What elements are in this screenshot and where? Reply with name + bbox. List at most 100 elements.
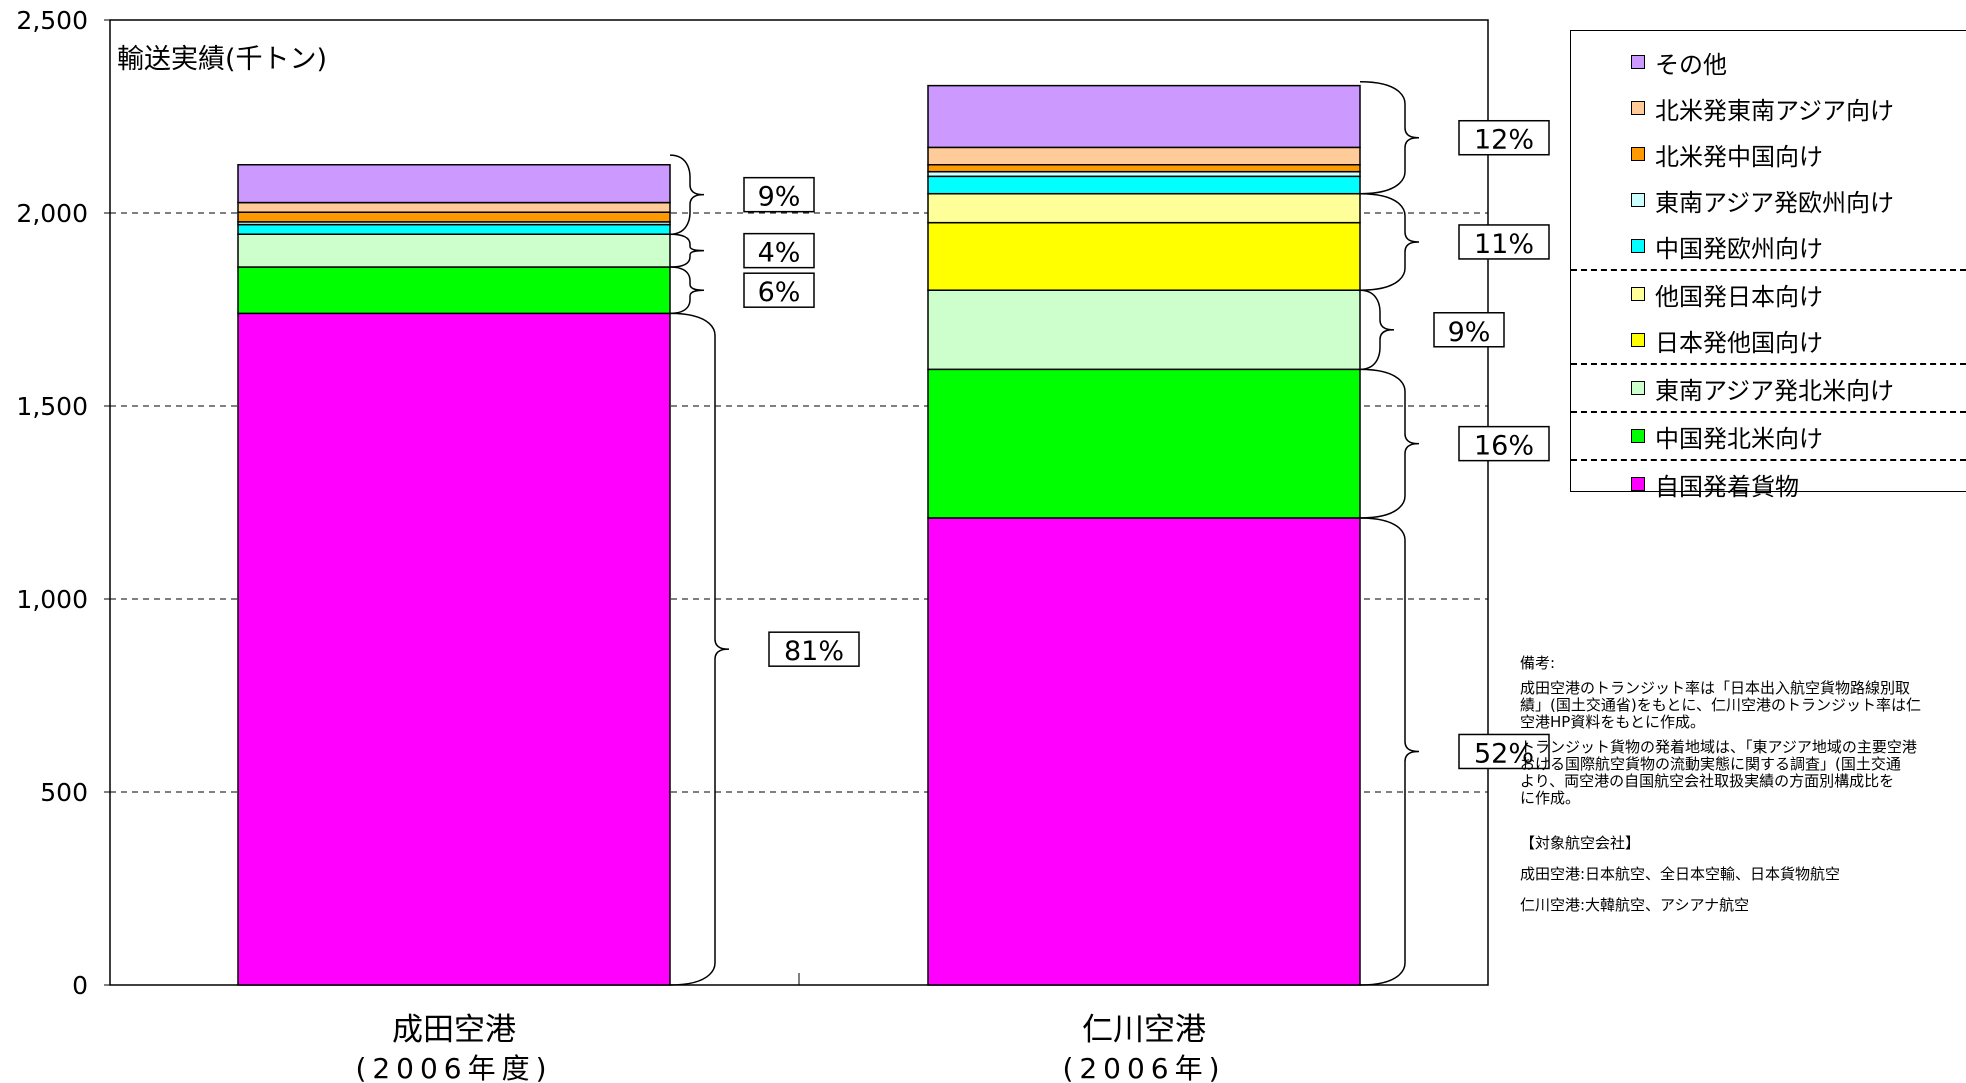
legend-entry: その他 xyxy=(1571,39,1966,85)
percent-label: 12% xyxy=(1474,125,1534,156)
percent-label: 11% xyxy=(1474,229,1534,260)
bar-segment xyxy=(237,164,671,204)
legend-label: 東南アジア発欧州向け xyxy=(1655,188,1895,217)
percent-label: 6% xyxy=(758,277,801,308)
legend-entry: 東南アジア発北米向け xyxy=(1571,365,1966,413)
bar-segment xyxy=(927,368,1361,519)
bar-segment xyxy=(237,201,671,213)
percent-box xyxy=(1458,733,1550,770)
x-category-sublabel: (2006年) xyxy=(1062,1052,1225,1083)
bar-segment xyxy=(927,517,1361,986)
percent-box xyxy=(1458,224,1550,260)
notes-line: 成田空港のトランジット率は「日本出入航空貨物路線別取 xyxy=(1520,679,1911,697)
legend-entry: 日本発他国向け xyxy=(1571,317,1966,365)
y-tick-label: 0 xyxy=(72,971,88,1000)
brace xyxy=(669,154,705,235)
legend-swatch xyxy=(1631,55,1645,69)
brace xyxy=(1359,192,1420,291)
legend-label: 中国発欧州向け xyxy=(1655,234,1823,263)
percent-box xyxy=(1458,119,1550,156)
brace xyxy=(1359,289,1395,371)
notes-paragraph-1: 成田空港のトランジット率は「日本出入航空貨物路線別取 績」(国土交通省)をもとに… xyxy=(1520,680,1966,731)
percent-label: 81% xyxy=(784,636,844,667)
bar-segment xyxy=(927,289,1361,371)
legend-swatch xyxy=(1631,287,1645,301)
legend-swatch xyxy=(1631,239,1645,253)
bar-segment xyxy=(927,146,1361,166)
percent-label: 9% xyxy=(1448,317,1491,348)
percent-label: 9% xyxy=(758,182,801,213)
carriers-title: 【対象航空会社】 xyxy=(1520,834,1641,852)
bar-segment xyxy=(237,233,671,268)
legend-swatch xyxy=(1631,101,1645,115)
percent-box xyxy=(743,176,815,213)
y-axis-label: 輸送実績(千トン) xyxy=(117,44,327,75)
brace xyxy=(1359,517,1420,986)
legend-entry: 東南アジア発欧州向け xyxy=(1571,177,1966,223)
percent-box xyxy=(1433,312,1505,348)
bar-segment xyxy=(237,312,671,986)
legend-entry: 北米発中国向け xyxy=(1571,131,1966,177)
percent-label: 4% xyxy=(758,238,801,269)
brace xyxy=(669,312,730,986)
notes-panel: 備考: 成田空港のトランジット率は「日本出入航空貨物路線別取 績」(国土交通省)… xyxy=(1520,655,1966,922)
x-category-sublabel: (2006年度) xyxy=(355,1052,552,1083)
legend-label: 北米発東南アジア向け xyxy=(1655,96,1895,125)
percent-box xyxy=(743,232,815,269)
y-tick-label: 2,500 xyxy=(16,6,88,35)
carriers-narita: 成田空港:日本航空、全日本空輸、日本貨物航空 xyxy=(1520,865,1841,883)
legend-swatch xyxy=(1631,477,1645,491)
notes-title: 備考: xyxy=(1520,655,1556,672)
brace xyxy=(669,233,705,268)
notes-line: より、両空港の自国航空会社取扱実績の方面別構成比を xyxy=(1520,772,1895,790)
legend-label: 日本発他国向け xyxy=(1655,328,1823,357)
y-tick-label: 1,000 xyxy=(16,585,88,614)
percent-box xyxy=(743,272,815,308)
carriers-incheon: 仁川空港:大韓航空、アシアナ航空 xyxy=(1520,896,1750,914)
legend-label: 中国発北米向け xyxy=(1655,424,1823,453)
legend-entry: 他国発日本向け xyxy=(1571,271,1966,317)
notes-line: 空港HP資料をもとに作成。 xyxy=(1520,713,1706,731)
legend-label: 東南アジア発北米向け xyxy=(1655,376,1895,405)
bar-segment xyxy=(927,84,1361,149)
stacked-bar-chart: 0 500 1,000 1,500 2,000 2,500 輸送実績(千トン) 成田空港 (20… xyxy=(16,6,1550,1083)
brace xyxy=(1359,368,1420,519)
brace xyxy=(1359,81,1420,195)
notes-line: おける国際航空貨物の流動実態に関する調査」(国土交通 xyxy=(1520,755,1901,773)
chart-legend: その他北米発東南アジア向け 北米発中国向け東南アジア発欧州向け 中国発欧州向け 他国発… xyxy=(1570,30,1966,501)
percent-label: 16% xyxy=(1474,431,1534,462)
legend-entry: 中国発北米向け xyxy=(1571,413,1966,461)
y-tick-label: 500 xyxy=(40,778,88,807)
y-tick-label: 1,500 xyxy=(16,392,88,421)
bar-segment xyxy=(927,221,1361,291)
notes-line: に作成。 xyxy=(1520,789,1581,807)
legend-swatch xyxy=(1631,193,1645,207)
notes-paragraph-2: トランジット貨物の発着地域は、「東アジア地域の主要空港 おける国際航空貨物の流動… xyxy=(1520,739,1966,807)
bar-segment xyxy=(927,175,1361,195)
x-category-label: 成田空港 xyxy=(392,1012,516,1048)
legend-entry: 自国発着貨物 xyxy=(1571,461,1966,507)
legend-swatch xyxy=(1631,381,1645,395)
percent-box xyxy=(768,631,860,667)
legend-label: 自国発着貨物 xyxy=(1655,472,1799,501)
legend-entry: 北米発東南アジア向け xyxy=(1571,85,1966,131)
percent-box xyxy=(1458,425,1550,462)
legend-label: 他国発日本向け xyxy=(1655,282,1823,311)
brace xyxy=(669,266,705,315)
bar-segment xyxy=(927,164,1361,173)
legend-label: その他 xyxy=(1655,50,1727,79)
legend-entry: 中国発欧州向け xyxy=(1571,223,1966,271)
bar-segment xyxy=(237,266,671,315)
y-tick-label: 2,000 xyxy=(16,199,88,228)
bar-segment xyxy=(927,192,1361,224)
legend-swatch xyxy=(1631,333,1645,347)
bar-segment xyxy=(237,211,671,223)
notes-line: トランジット貨物の発着地域は、「東アジア地域の主要空港 xyxy=(1520,738,1917,756)
legend-label: 北米発中国向け xyxy=(1655,142,1823,171)
legend-swatch xyxy=(1631,429,1645,443)
percent-label: 52% xyxy=(1474,738,1534,769)
x-category-label: 仁川空港 xyxy=(1082,1012,1206,1048)
bar-segment xyxy=(237,223,671,235)
legend-swatch xyxy=(1631,147,1645,161)
notes-line: 績」(国土交通省)をもとに、仁川空港のトランジット率は仁 xyxy=(1520,696,1921,714)
